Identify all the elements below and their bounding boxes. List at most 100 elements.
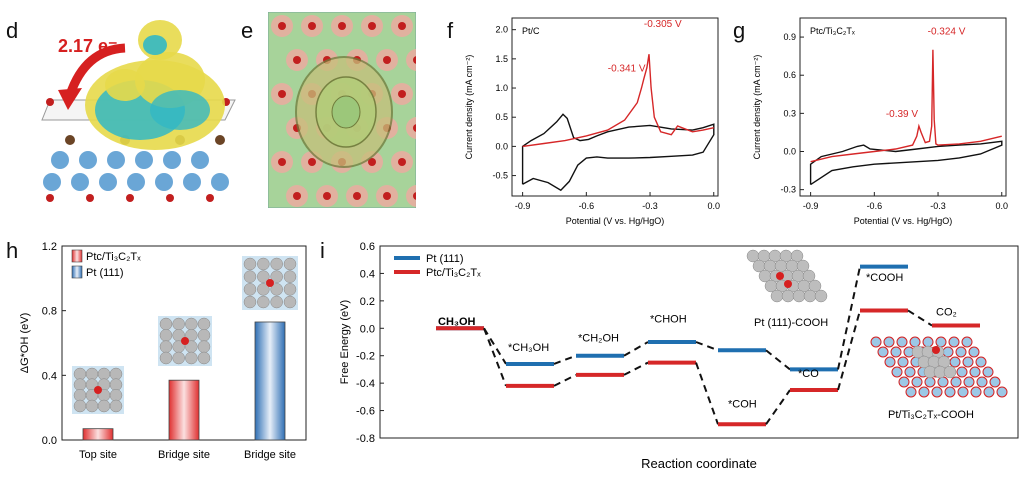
cv-chart-ptc-ti3c2tx: -0.9 -0.6 -0.3 0.0 -0.3 0.0 0.3 0.6 0.9 Potential… [752, 17, 1008, 226]
oh-adsorbate [94, 386, 102, 394]
pt-atom [270, 257, 283, 271]
series-line-black [809, 140, 1003, 186]
pt-atom [283, 295, 297, 309]
pt-atom [85, 399, 99, 413]
pt-atom [283, 283, 297, 296]
pt-atom [283, 257, 297, 271]
bridge-site-structure-pt111 [242, 256, 298, 310]
oxygen-atom [293, 56, 301, 64]
oxygen-atom [398, 22, 406, 30]
bridge-site-structure-ptc [158, 316, 212, 366]
peak-annotation: -0.324 V [928, 27, 966, 38]
substrate-atom [956, 366, 968, 378]
substrate-atom [891, 366, 903, 378]
oh-adsorbate [181, 337, 189, 345]
substrate-atom [957, 386, 969, 398]
pt-atom [770, 289, 784, 303]
y-tick-label: 0.0 [42, 435, 57, 447]
pt-atom [283, 270, 297, 283]
connector-line [483, 327, 507, 387]
substrate-atom [968, 346, 980, 358]
charge-density-image: 2.17 e⁻ [41, 20, 236, 202]
y-tick-label: 1.5 [495, 54, 508, 64]
pt-atom [243, 257, 257, 271]
substrate-atom [931, 386, 943, 398]
panel-label-e: e [241, 18, 254, 43]
substrate-atom [942, 346, 954, 358]
pt-atom [73, 399, 87, 413]
substrate-atom [983, 386, 995, 398]
legend-label: Ptc/Ti₃C₂Tₓ [86, 251, 141, 263]
y-tick-label: -0.8 [356, 433, 375, 445]
y-tick-label: 0.0 [783, 147, 796, 157]
oxygen-atom [413, 192, 416, 200]
y-tick-label: 0.6 [360, 241, 375, 253]
free-energy-diagram: -0.8 -0.6 -0.4 -0.2 0.0 0.2 0.4 0.6 Free Energy … [339, 241, 1019, 471]
pt-atom [109, 378, 123, 391]
pt-atom [159, 329, 173, 342]
lattice-atom [406, 185, 416, 207]
pt-atom [243, 283, 257, 296]
pt-atom [73, 367, 87, 381]
pt-atom [197, 317, 211, 331]
substrate-atom [883, 336, 895, 348]
inset-label: Pt (111)-COOH [754, 317, 828, 329]
x-tick-label: -0.9 [803, 201, 819, 211]
oxygen-atom [323, 192, 331, 200]
y-axis-label: Current density (mA cm⁻²) [752, 55, 762, 160]
pt-atom [73, 378, 87, 391]
category-label: Bridge site [158, 449, 210, 461]
plot-frame [799, 17, 1007, 197]
substrate-atom [904, 366, 916, 378]
pt-atom [159, 317, 173, 331]
peak-annotation: -0.39 V [886, 109, 919, 120]
peak-annotation: -0.341 V [608, 64, 646, 75]
bar [168, 379, 200, 441]
oxygen-atom [308, 158, 316, 166]
charge-transfer-arrow [65, 43, 126, 97]
substrate-atom [975, 356, 987, 368]
pt-atom [808, 279, 822, 293]
y-tick-label: 0.9 [783, 32, 796, 42]
x-axis-label: Reaction coordinate [641, 456, 757, 471]
cooh-adsorbate [784, 280, 792, 288]
pt-atom [243, 295, 257, 309]
legend-swatch-pt111 [71, 265, 83, 279]
oxygen-atom [413, 124, 416, 132]
cooh-adsorbate [932, 346, 940, 354]
connector-line [837, 266, 861, 370]
legend-label: Pt (111) [426, 253, 464, 265]
substrate-atom [870, 336, 882, 348]
y-tick-label: 1.0 [495, 83, 508, 93]
y-tick-label: 0.4 [360, 268, 375, 280]
pt-atom [159, 340, 173, 353]
pt-atom [197, 329, 211, 342]
oxygen-atom [383, 192, 391, 200]
connector-line [553, 354, 577, 365]
category-label: Top site [79, 449, 117, 461]
oxygen-atom [293, 192, 301, 200]
pt-atom [257, 283, 270, 296]
y-tick-label: 0.4 [42, 370, 57, 382]
pt-atom [803, 289, 817, 303]
substrate-atom [911, 376, 923, 388]
panel-label-g: g [733, 18, 746, 43]
connector-line [695, 362, 719, 425]
step-label: *COH [728, 398, 757, 410]
y-axis-label: Current density (mA cm⁻²) [464, 55, 474, 160]
connector-line [623, 361, 649, 376]
connector-line [695, 341, 719, 352]
pt-atom [172, 317, 185, 331]
oxygen-atom [413, 56, 416, 64]
top-site-structure [72, 366, 124, 414]
series-line-red [810, 49, 1002, 163]
pt-ti3c2tx-cooh-structure [870, 336, 1008, 398]
y-tick-label: -0.6 [356, 406, 375, 418]
peak-annotation: -0.305 V [644, 19, 682, 30]
oxygen-atom [398, 158, 406, 166]
substrate-atom [935, 336, 947, 348]
panel-label-d: d [6, 18, 19, 43]
x-tick-label: -0.6 [579, 201, 595, 211]
dg-oh-bar-chart: 0.0 0.4 0.8 1.2 ΔG*OH (eV) Top site Bridge sit… [19, 241, 307, 461]
substrate-atom [982, 366, 994, 378]
